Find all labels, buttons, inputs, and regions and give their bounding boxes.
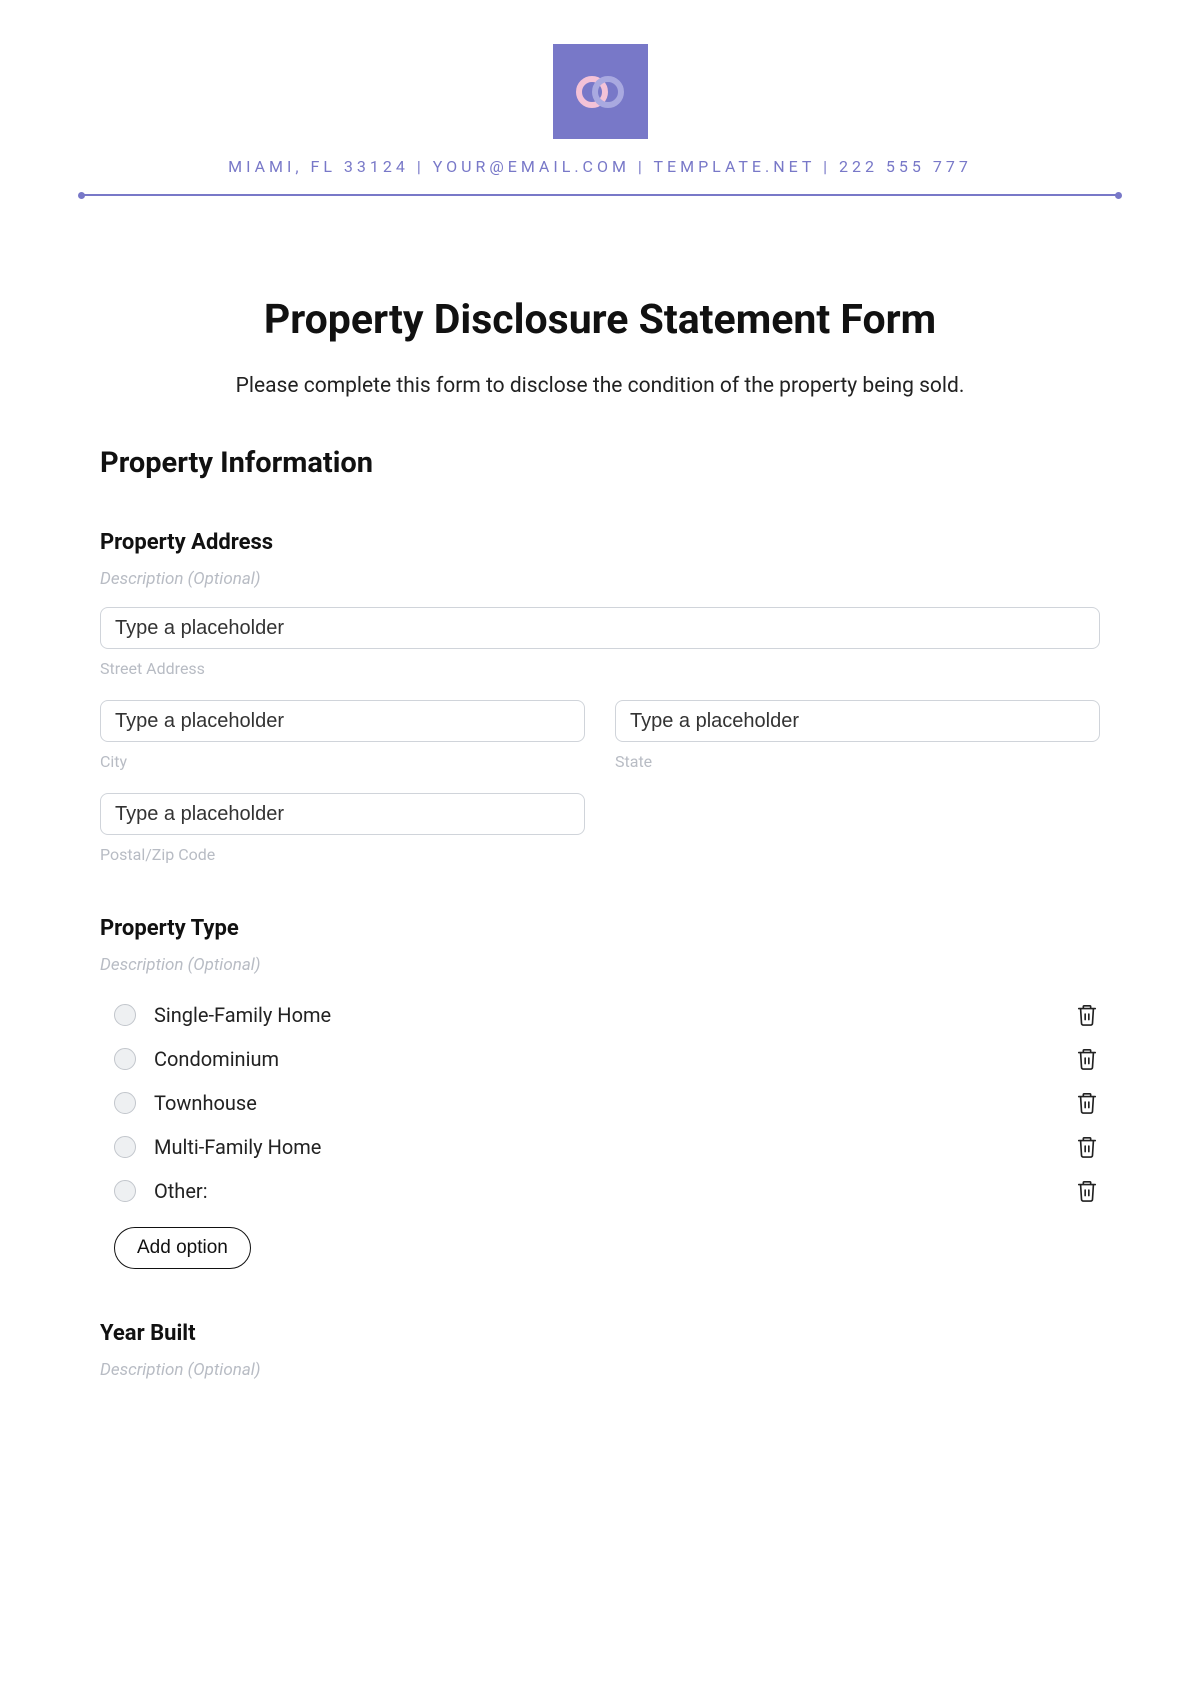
add-option-button[interactable]: Add option <box>114 1227 251 1269</box>
address-desc: Description (Optional) <box>100 569 1100 589</box>
address-label: Property Address <box>100 530 1100 555</box>
city-sublabel: City <box>100 752 585 771</box>
section-property-info: Property Information <box>100 446 1100 480</box>
option-row: Other: <box>114 1169 1100 1213</box>
logo <box>553 44 648 139</box>
trash-icon[interactable] <box>1076 1091 1098 1115</box>
logo-container <box>100 44 1100 139</box>
option-row: Single-Family Home <box>114 993 1100 1037</box>
trash-icon[interactable] <box>1076 1135 1098 1159</box>
contact-line: MIAMI, FL 33124 | YOUR@EMAIL.COM | TEMPL… <box>100 157 1100 176</box>
year-desc: Description (Optional) <box>100 1360 1100 1380</box>
option-label[interactable]: Condominium <box>154 1047 1076 1071</box>
ptype-desc: Description (Optional) <box>100 955 1100 975</box>
postal-input[interactable] <box>100 793 585 835</box>
option-row: Townhouse <box>114 1081 1100 1125</box>
postal-sublabel: Postal/Zip Code <box>100 845 585 864</box>
option-row: Condominium <box>114 1037 1100 1081</box>
radio-icon[interactable] <box>114 1136 136 1158</box>
radio-icon[interactable] <box>114 1180 136 1202</box>
city-input[interactable] <box>100 700 585 742</box>
trash-icon[interactable] <box>1076 1047 1098 1071</box>
form-title: Property Disclosure Statement Form <box>100 296 1100 344</box>
option-label[interactable]: Multi-Family Home <box>154 1135 1076 1159</box>
trash-icon[interactable] <box>1076 1179 1098 1203</box>
trash-icon[interactable] <box>1076 1003 1098 1027</box>
state-sublabel: State <box>615 752 1100 771</box>
field-year-built: Year Built Description (Optional) <box>100 1321 1100 1380</box>
radio-icon[interactable] <box>114 1048 136 1070</box>
header-divider <box>80 194 1120 196</box>
radio-icon[interactable] <box>114 1004 136 1026</box>
option-label[interactable]: Single-Family Home <box>154 1003 1076 1027</box>
option-label[interactable]: Other: <box>154 1179 1076 1203</box>
option-label[interactable]: Townhouse <box>154 1091 1076 1115</box>
state-input[interactable] <box>615 700 1100 742</box>
street-address-sublabel: Street Address <box>100 659 1100 678</box>
ptype-options: Single-Family Home Condominium Townhouse <box>100 993 1100 1213</box>
ptype-label: Property Type <box>100 916 1100 941</box>
form-subtitle: Please complete this form to disclose th… <box>100 374 1100 398</box>
option-row: Multi-Family Home <box>114 1125 1100 1169</box>
page: MIAMI, FL 33124 | YOUR@EMAIL.COM | TEMPL… <box>0 0 1200 1380</box>
radio-icon[interactable] <box>114 1092 136 1114</box>
street-address-input[interactable] <box>100 607 1100 649</box>
field-property-address: Property Address Description (Optional) … <box>100 530 1100 864</box>
year-label: Year Built <box>100 1321 1100 1346</box>
rings-icon <box>572 74 628 110</box>
field-property-type: Property Type Description (Optional) Sin… <box>100 916 1100 1269</box>
